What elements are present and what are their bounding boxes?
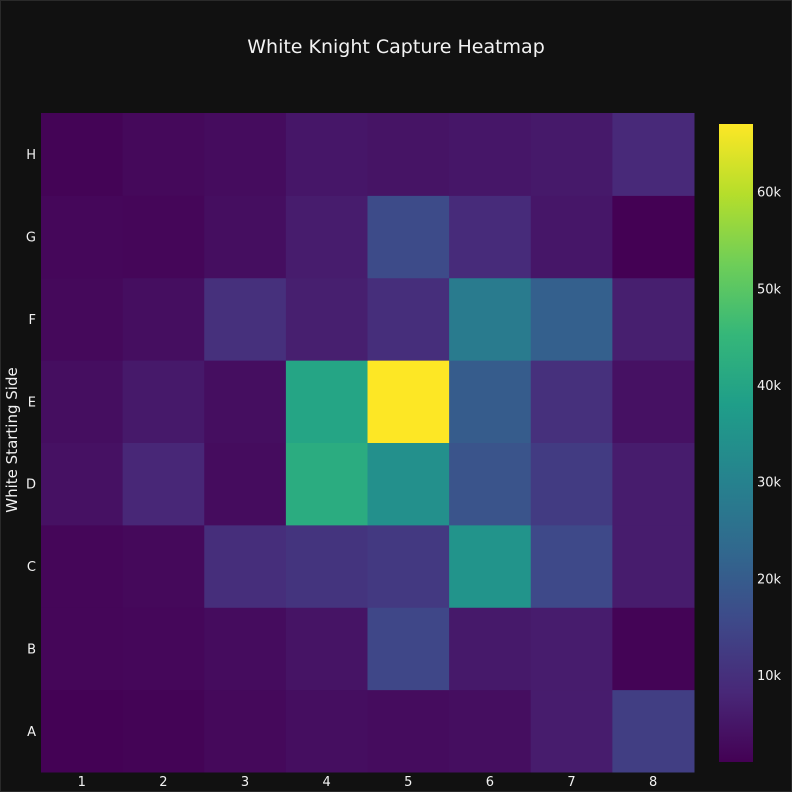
heatmap-cell-G5	[367, 195, 450, 279]
heatmap-cell-H3	[204, 113, 287, 196]
heatmap-cell-C1	[41, 524, 124, 608]
y-tick-label: F	[29, 313, 36, 328]
heatmap-cell-D6	[449, 442, 532, 526]
heatmap-cell-F3	[204, 277, 287, 361]
colorbar-tick-label: 50k	[757, 282, 782, 297]
heatmap-cell-E6	[449, 360, 532, 443]
x-tick-label: 8	[649, 775, 657, 790]
heatmap-cell-C4	[285, 524, 368, 608]
y-tick-label: G	[26, 231, 36, 246]
y-axis-ticks: A B C D E F G H	[26, 148, 36, 740]
heatmap-cell-E1	[41, 360, 124, 443]
x-tick-label: 5	[404, 775, 412, 790]
chart-title: White Knight Capture Heatmap	[247, 36, 545, 58]
heatmap-cell-F8	[612, 277, 695, 361]
colorbar	[719, 124, 753, 762]
heatmap-cell-H8	[612, 113, 695, 196]
colorbar-tick-label: 40k	[757, 379, 782, 394]
heatmap-cell-F1	[41, 277, 124, 361]
heatmap-cell-E3	[204, 360, 287, 443]
heatmap-cell-A8	[612, 689, 695, 773]
heatmap-cell-G7	[530, 195, 613, 279]
heatmap-cell-D5	[367, 442, 450, 526]
heatmap-cell-B7	[530, 607, 613, 691]
heatmap-cell-A5	[367, 689, 450, 773]
colorbar-ticks: 10k 20k 30k 40k 50k 60k	[757, 186, 782, 684]
heatmap-cell-D7	[530, 442, 613, 526]
heatmap-cell-D8	[612, 442, 695, 526]
heatmap-cell-E8	[612, 360, 695, 443]
heatmap-cell-G8	[612, 195, 695, 279]
heatmap-cell-G4	[285, 195, 368, 279]
heatmap-cell-A2	[122, 689, 205, 773]
heatmap-cell-B6	[449, 607, 532, 691]
heatmap-cell-B1	[41, 607, 124, 691]
y-tick-label: A	[27, 725, 36, 740]
heatmap-cell-F2	[122, 277, 205, 361]
x-tick-label: 7	[567, 775, 575, 790]
heatmap-cell-G2	[122, 195, 205, 279]
heatmap-cell-F5	[367, 277, 450, 361]
heatmap-cell-C5	[367, 524, 450, 608]
colorbar-tick-label: 10k	[757, 669, 782, 684]
heatmap-cell-H5	[367, 113, 450, 196]
heatmap-cell-A6	[449, 689, 532, 773]
heatmap-cell-H4	[285, 113, 368, 196]
x-tick-label: 6	[486, 775, 494, 790]
colorbar-tick-label: 30k	[757, 476, 782, 491]
heatmap-cell-B5	[367, 607, 450, 691]
y-tick-label: H	[26, 148, 36, 163]
heatmap-cell-D1	[41, 442, 124, 526]
heatmap-cell-D4	[285, 442, 368, 526]
colorbar-tick-label: 60k	[757, 186, 782, 201]
heatmap-cell-F7	[530, 277, 613, 361]
heatmap-cell-C2	[122, 524, 205, 608]
heatmap-cell-B2	[122, 607, 205, 691]
heatmap-cell-A3	[204, 689, 287, 773]
heatmap-cell-H2	[122, 113, 205, 196]
heatmap-cell-C3	[204, 524, 287, 608]
heatmap-cell-A1	[41, 689, 124, 773]
colorbar-tick-label: 20k	[757, 572, 782, 587]
heatmap-cells	[41, 113, 695, 773]
heatmap-cell-B8	[612, 607, 695, 691]
heatmap-cell-B4	[285, 607, 368, 691]
heatmap-cell-F4	[285, 277, 368, 361]
y-tick-label: B	[27, 642, 36, 657]
y-tick-label: E	[28, 395, 36, 410]
heatmap-cell-C8	[612, 524, 695, 608]
x-tick-label: 3	[241, 775, 249, 790]
x-axis-ticks: 1 2 3 4 5 6 7 8	[78, 775, 658, 790]
heatmap-cell-C7	[530, 524, 613, 608]
heatmap-cell-H7	[530, 113, 613, 196]
heatmap-cell-F6	[449, 277, 532, 361]
heatmap-cell-D3	[204, 442, 287, 526]
heatmap-cell-E5	[367, 360, 450, 443]
heatmap-cell-H1	[41, 113, 124, 196]
heatmap-cell-C6	[449, 524, 532, 608]
heatmap-cell-G6	[449, 195, 532, 279]
heatmap-cell-D2	[122, 442, 205, 526]
heatmap-cell-G1	[41, 195, 124, 279]
heatmap-cell-B3	[204, 607, 287, 691]
heatmap-cell-A4	[285, 689, 368, 773]
heatmap-cell-H6	[449, 113, 532, 196]
heatmap-cell-E2	[122, 360, 205, 443]
y-tick-label: C	[27, 560, 36, 575]
x-tick-label: 4	[323, 775, 331, 790]
y-tick-label: D	[26, 478, 36, 493]
x-tick-label: 2	[159, 775, 167, 790]
heatmap-cell-A7	[530, 689, 613, 773]
x-tick-label: 1	[78, 775, 86, 790]
heatmap-cell-E4	[285, 360, 368, 443]
heatmap-cell-G3	[204, 195, 287, 279]
heatmap-cell-E7	[530, 360, 613, 443]
